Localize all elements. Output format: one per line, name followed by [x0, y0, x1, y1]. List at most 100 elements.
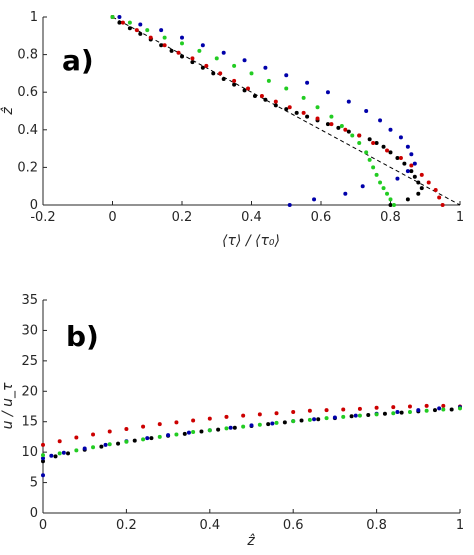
panel-a-series-2-point: [405, 169, 410, 174]
panel-a-series-0-point: [294, 110, 299, 115]
panel-a-series-3-point: [162, 35, 167, 40]
panel-a-series-3-point: [329, 114, 334, 119]
panel-a-ticks: -0.2 0 0.2 0.4 0.6 0.8 100.20.40.60.81: [17, 10, 464, 225]
panel-b-series-0-point: [207, 416, 212, 421]
panel-a-series-0-point: [336, 125, 341, 130]
panel-a-series-0-point: [273, 103, 278, 108]
panel-b-x-tick-label: 0.4: [199, 518, 220, 533]
panel-b-series-3-point: [391, 411, 396, 416]
panel-a-series-1-point: [259, 93, 264, 98]
panel-b-series-1-point: [149, 436, 154, 441]
panel-b-y-tick-label: 0: [30, 506, 38, 521]
panel-b-series-0-point: [407, 404, 412, 409]
panel-b-series-1-point: [399, 410, 404, 415]
panel-a-series-3-point: [374, 172, 379, 177]
panel-b-series-1-point: [299, 418, 304, 423]
panel-a-x-label: ⟨τ⟩ / ⟨τ₀⟩: [222, 233, 280, 249]
panel-a-series-0-point: [127, 26, 132, 31]
panel-b-series-0-point: [224, 414, 229, 419]
panel-a-series-3-point: [357, 140, 362, 145]
panel-b-points: [41, 403, 462, 478]
panel-b-series-0-point: [141, 424, 146, 429]
panel-b-series-1-point: [382, 411, 387, 416]
panel-a-plot-area: [43, 17, 460, 205]
panel-a-series-2-point: [378, 118, 383, 123]
panel-b-series-2-point: [103, 442, 108, 447]
panel-b-series-3-point: [224, 426, 229, 431]
panel-a-series-3-point: [339, 124, 344, 129]
panel-b-series-1-point: [449, 407, 454, 412]
panel-a-series-2-point: [159, 28, 164, 33]
panel-b-series-1-point: [232, 425, 237, 430]
panel-a-series-1-point: [315, 116, 320, 121]
panel-a-series-0-point: [405, 197, 410, 202]
panel-a-series-3-point: [197, 48, 202, 53]
panel-b-series-0-point: [74, 435, 79, 440]
panel-a-series-1-point: [301, 110, 306, 115]
panel-a-series-3-point: [364, 150, 369, 155]
panel-a-x-tick-label: 0: [108, 210, 116, 225]
panel-a-series-2-point: [305, 80, 310, 85]
panel-b-series-3-point: [357, 413, 362, 418]
panel-a-series-0-point: [409, 169, 414, 174]
panel-b-series-2-point: [41, 473, 45, 478]
panel-a-series-2-point: [312, 197, 317, 202]
panel-b-series-0-point: [174, 420, 179, 425]
panel-b-series-0-point: [124, 427, 129, 432]
panel-a-series-1-point: [343, 127, 348, 132]
panel-a-series-3-point: [371, 165, 376, 170]
panel-b-series-0-point: [424, 403, 429, 408]
panel-a-series-1-point: [440, 203, 445, 207]
panel-a-series-3-point: [110, 15, 115, 19]
panel-b-series-0-point: [157, 422, 162, 427]
panel-a-series-1-point: [371, 140, 376, 145]
panel-b-series-0-point: [257, 412, 262, 417]
panel-b-series-2-point: [312, 417, 317, 422]
panel-b-series-2-point: [82, 446, 87, 451]
panel-b-series-3-point: [157, 434, 162, 439]
panel-b-series-3-point: [274, 420, 279, 425]
panel-a-series-1-point: [246, 86, 251, 91]
panel-a-series-1-point: [120, 20, 125, 25]
panel-a-label: a): [62, 44, 94, 77]
panel-b-x-tick-label: 0.2: [116, 518, 137, 533]
panel-a-series-2-point: [180, 35, 184, 40]
panel-a-series-0-point: [117, 20, 122, 25]
panel-a-series-2-point: [325, 90, 330, 95]
panel-a-series-0-point: [416, 180, 421, 185]
panel-a-series-3-point: [315, 105, 320, 110]
panel-b-series-1-point: [349, 414, 354, 419]
panel-b-series-1-point: [216, 427, 221, 432]
panel-b-series-1-point: [132, 438, 137, 443]
panel-b-series-3-point: [441, 407, 446, 412]
panel-a-series-0-point: [284, 107, 289, 112]
panel-b-series-0-point: [374, 405, 379, 410]
panel-a-series-1-point: [148, 35, 153, 40]
panel-b-series-3-point: [57, 451, 62, 456]
panel-a-series-1-point: [287, 105, 292, 110]
panel-a-series-2-point: [242, 58, 247, 63]
panel-a-series-1-point: [433, 187, 438, 192]
panel-b-series-2-point: [49, 453, 54, 458]
panel-b-series-1-point: [41, 459, 45, 464]
panel-a-series-2-point: [343, 191, 348, 196]
panel-a-series-3-point: [391, 203, 396, 207]
panel-b-series-1-point: [99, 444, 104, 449]
panel-a-series-0-point: [402, 161, 407, 166]
panel-a-series-1-point: [162, 43, 167, 48]
panel-a-series-2-point: [412, 161, 417, 166]
panel-a-series-2-point: [395, 176, 400, 181]
panel-b-series-1-point: [432, 408, 437, 413]
panel-b-series-1-point: [266, 422, 271, 427]
panel-a: -0.2 0 0.2 0.4 0.6 0.8 100.20.40.60.81 a) ⟨τ⟩ …: [0, 10, 464, 249]
panel-b-series-1-point: [116, 441, 121, 446]
panel-b-series-3-point: [257, 422, 262, 427]
panel-b-series-0-point: [391, 405, 396, 410]
panel-b-series-0-point: [241, 413, 246, 418]
panel-a-series-0-point: [388, 150, 393, 155]
panel-b-series-3-point: [407, 409, 412, 414]
panel-b-series-3-point: [91, 445, 96, 450]
panel-b-series-0-point: [57, 439, 62, 444]
